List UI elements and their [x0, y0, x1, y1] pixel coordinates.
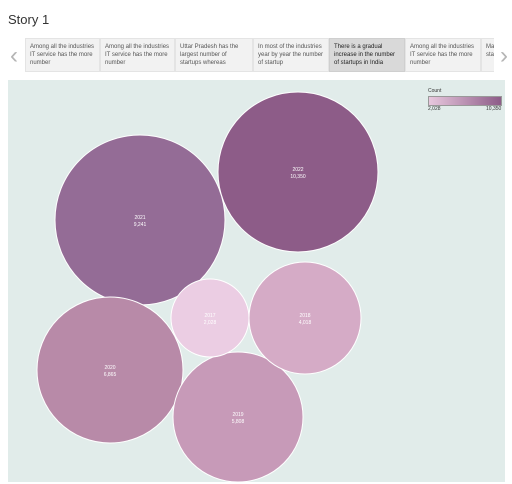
story-point-tab-6[interactable]: Among all the industries IT service has … [405, 38, 481, 72]
story-point-tab-1[interactable]: Among all the industries IT service has … [25, 38, 100, 72]
bubble-count-label: 4,018 [299, 320, 312, 326]
bubble-circle[interactable] [217, 91, 379, 253]
legend-title: Count [428, 88, 442, 94]
story-tabs: Among all the industries IT service has … [25, 38, 494, 74]
bubble-chart: 202210,35020219,24120206,86520195,808201… [36, 91, 379, 482]
bubble-circle[interactable] [170, 278, 250, 358]
bubble-count-label: 5,808 [232, 419, 245, 425]
story-point-tab-4[interactable]: In most of the industries year by year t… [253, 38, 329, 72]
bubble-year-label: 2022 [292, 167, 303, 173]
bubble-circle[interactable] [36, 296, 184, 444]
bubble-circle[interactable] [172, 351, 304, 482]
bubble-year-label: 2020 [104, 365, 115, 371]
chevron-right-icon[interactable]: › [500, 42, 508, 69]
bubble-count-label: 6,865 [104, 372, 117, 378]
story-point-tab-7[interactable]: Ma mo sta [481, 38, 494, 72]
story-navigator: ‹ Among all the industries IT service ha… [0, 38, 512, 74]
bubble-year-label: 2019 [232, 412, 243, 418]
story-point-tab-2[interactable]: Among all the industries IT service has … [100, 38, 175, 72]
legend-min: 2,028 [428, 106, 441, 112]
legend-max: 10,350 [486, 106, 502, 112]
bubble-count-label: 9,241 [134, 222, 147, 228]
color-legend: Count 2,028 10,350 [428, 88, 508, 118]
bubble-year-label: 2018 [299, 313, 310, 319]
bubble-year-label: 2021 [134, 215, 145, 221]
bubble-count-label: 10,350 [290, 174, 306, 180]
bubble-count-label: 2,028 [204, 320, 217, 326]
story-point-tab-3[interactable]: Uttar Pradesh has the largest number of … [175, 38, 253, 72]
story-point-tab-5[interactable]: There is a gradual increase in the numbe… [329, 38, 405, 72]
chevron-left-icon[interactable]: ‹ [10, 42, 18, 69]
bubble-year-label: 2017 [204, 313, 215, 319]
bubble-chart-area: 2022 10,350 2021 9,241 2020 6,865 2019 5,808 201… [8, 80, 505, 482]
story-title: Story 1 [8, 12, 50, 27]
legend-gradient [428, 96, 502, 106]
